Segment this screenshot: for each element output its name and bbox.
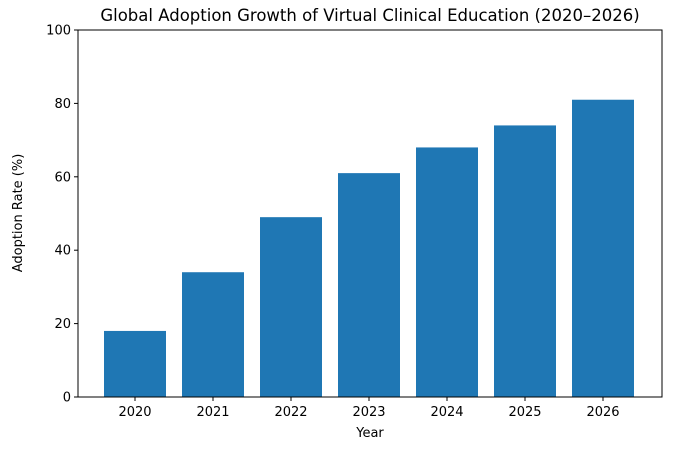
y-axis-label: Adoption Rate (%) bbox=[11, 154, 26, 273]
bar-2020 bbox=[104, 330, 166, 397]
x-axis-label: Year bbox=[355, 426, 384, 441]
y-tick-label: 60 bbox=[54, 170, 71, 185]
bar-2025 bbox=[494, 125, 556, 398]
x-tick-label: 2025 bbox=[508, 405, 541, 420]
bar-2026 bbox=[572, 99, 634, 397]
y-tick-label: 80 bbox=[54, 97, 71, 112]
x-tick-label: 2023 bbox=[352, 405, 385, 420]
x-tick-label: 2026 bbox=[586, 405, 619, 420]
y-tick-label: 20 bbox=[54, 317, 71, 332]
x-tick-label: 2022 bbox=[274, 405, 307, 420]
bar-2023 bbox=[338, 173, 400, 397]
y-tick-label: 40 bbox=[54, 244, 71, 259]
x-tick-label: 2024 bbox=[430, 405, 463, 420]
chart-title: Global Adoption Growth of Virtual Clinic… bbox=[100, 6, 639, 25]
x-tick-label: 2021 bbox=[196, 405, 229, 420]
bar-2021 bbox=[182, 272, 244, 397]
plot-frame bbox=[77, 29, 663, 398]
x-tick-label: 2020 bbox=[118, 405, 151, 420]
y-tick-label: 100 bbox=[46, 24, 71, 39]
bar-2022 bbox=[260, 217, 322, 397]
y-tick-label: 0 bbox=[63, 391, 71, 406]
bar-2024 bbox=[416, 147, 478, 397]
